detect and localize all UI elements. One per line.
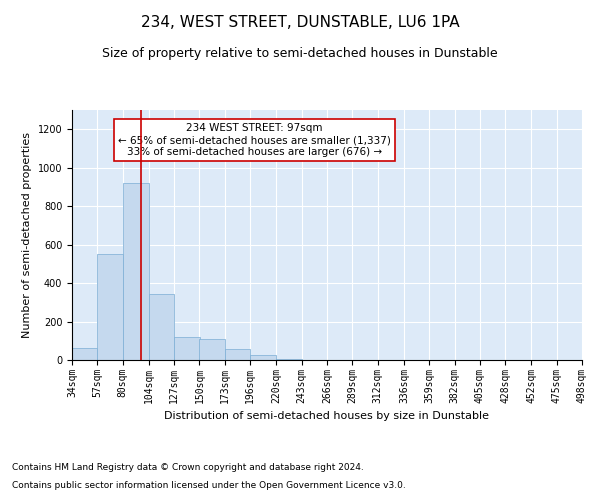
Bar bbox=[149, 294, 174, 360]
Text: 234 WEST STREET: 97sqm
← 65% of semi-detached houses are smaller (1,337)
33% of : 234 WEST STREET: 97sqm ← 65% of semi-det… bbox=[118, 124, 391, 156]
Bar bbox=[72, 348, 97, 360]
X-axis label: Distribution of semi-detached houses by size in Dunstable: Distribution of semi-detached houses by … bbox=[164, 411, 490, 421]
Text: Contains HM Land Registry data © Crown copyright and database right 2024.: Contains HM Land Registry data © Crown c… bbox=[12, 464, 364, 472]
Text: Contains public sector information licensed under the Open Government Licence v3: Contains public sector information licen… bbox=[12, 481, 406, 490]
Bar bbox=[174, 337, 199, 360]
Bar bbox=[97, 254, 122, 360]
Y-axis label: Number of semi-detached properties: Number of semi-detached properties bbox=[22, 132, 32, 338]
Bar bbox=[225, 350, 250, 360]
Bar bbox=[250, 355, 277, 360]
Text: Size of property relative to semi-detached houses in Dunstable: Size of property relative to semi-detach… bbox=[102, 48, 498, 60]
Text: 234, WEST STREET, DUNSTABLE, LU6 1PA: 234, WEST STREET, DUNSTABLE, LU6 1PA bbox=[140, 15, 460, 30]
Bar bbox=[199, 339, 225, 360]
Bar bbox=[277, 359, 302, 360]
Bar bbox=[122, 183, 149, 360]
